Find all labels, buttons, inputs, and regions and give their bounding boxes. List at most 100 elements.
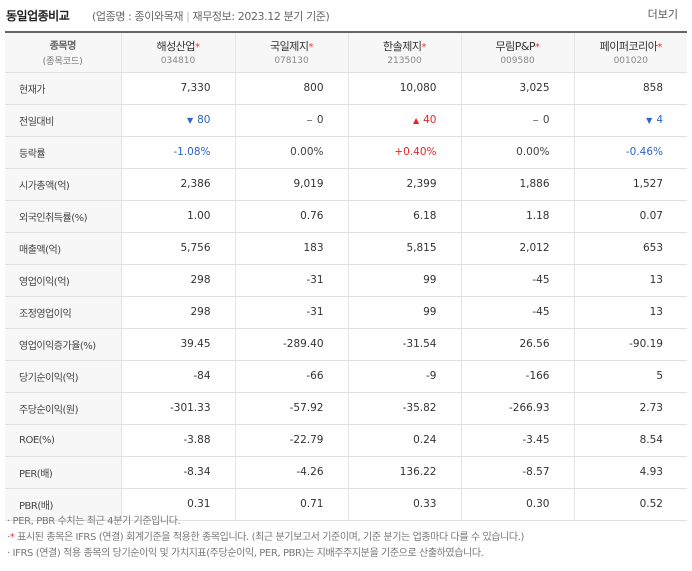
- company-name[interactable]: 해성산업*: [122, 38, 235, 54]
- row-label: 매출액(억): [5, 232, 122, 265]
- cell-value: 1,527: [632, 178, 663, 190]
- table-cell: 2,386: [121, 168, 236, 201]
- cell-value: 0.71: [300, 498, 324, 510]
- cell-value: 5,756: [180, 242, 211, 254]
- row-label: 전일대비: [5, 104, 122, 137]
- table-cell: -289.40: [235, 328, 349, 361]
- table-cell: 858: [574, 72, 687, 105]
- company-code: 078130: [274, 56, 309, 67]
- company-header[interactable]: 해성산업* 034810: [121, 31, 236, 73]
- cell-value: 2,386: [180, 178, 211, 190]
- footnote-text: · IFRS (연결) 적용 종목의 당기순이익 및 가치지표(주당순이익, P…: [7, 548, 484, 559]
- company-name[interactable]: 페이퍼코리아*: [575, 38, 688, 54]
- cell-value: -3.45: [522, 434, 550, 446]
- table-row: 조정영업이익 298 -31 99 -45 13: [5, 296, 687, 329]
- table-header-row: 종목명 (종목코드) 해성산업* 034810 국일제지* 078130 한솔제지* 21…: [5, 31, 688, 73]
- cell-value: -22.79: [289, 434, 324, 446]
- table-cell: -3.45: [461, 424, 575, 457]
- cell-value: 0.33: [413, 498, 437, 510]
- company-code: 034810: [160, 56, 196, 67]
- finance-label: 재무정보: 2023.12 분기 기준): [192, 10, 330, 23]
- cell-value: 39.45: [180, 338, 211, 350]
- table-cell: 0.71: [235, 488, 349, 521]
- cell-value: 0.52: [639, 498, 663, 510]
- cell-value: -0.46%: [625, 146, 663, 158]
- cell-value: -301.33: [169, 402, 211, 414]
- cell-value: 2,399: [406, 178, 437, 190]
- cell-value: 0: [542, 114, 550, 126]
- row-label: 영업이익증가율(%): [5, 328, 122, 361]
- table-cell: 183: [235, 232, 349, 265]
- table-cell: 7,330: [121, 72, 236, 105]
- table-row: PBR(배) 0.31 0.71 0.33 0.30 0.52: [5, 488, 687, 521]
- cell-value: -1.08%: [173, 146, 211, 158]
- table-cell: −0: [235, 104, 349, 137]
- table-cell: -166: [461, 360, 575, 393]
- table-cell: -8.34: [121, 456, 236, 489]
- table-cell: 13: [574, 296, 687, 329]
- down-arrow-icon: ▼: [186, 116, 194, 125]
- row-label: ROE(%): [5, 424, 122, 457]
- table-cell: -266.93: [461, 392, 575, 425]
- table-cell: 2.73: [574, 392, 687, 425]
- cell-value: -266.93: [508, 402, 550, 414]
- company-name-text: 무림P&P: [495, 40, 536, 54]
- cell-value: -57.92: [289, 402, 324, 414]
- table-cell: 5,815: [348, 232, 462, 265]
- table-cell: 10,080: [348, 72, 462, 105]
- divider: |: [186, 10, 190, 23]
- table-cell: -57.92: [235, 392, 349, 425]
- table-cell: 26.56: [461, 328, 575, 361]
- table-cell: -90.19: [574, 328, 687, 361]
- table-row: 당기순이익(억) -84 -66 -9 -166 5: [5, 360, 687, 393]
- company-name[interactable]: 한솔제지*: [349, 38, 461, 54]
- cell-value: -31: [306, 274, 324, 286]
- cell-value: 298: [190, 306, 211, 318]
- table-cell: 9,019: [235, 168, 349, 201]
- company-header[interactable]: 무림P&P* 009580: [461, 31, 575, 73]
- row-label: 주당순이익(원): [5, 392, 122, 425]
- table-row: PER(배) -8.34 -4.26 136.22 -8.57 4.93: [5, 456, 687, 489]
- cell-value: -31.54: [402, 338, 437, 350]
- cell-value: 298: [190, 274, 211, 286]
- cell-value: 40: [423, 114, 437, 126]
- down-arrow-icon: ▼: [646, 116, 653, 125]
- row-label: PBR(배): [5, 488, 122, 521]
- company-header[interactable]: 페이퍼코리아* 001020: [574, 31, 688, 73]
- row-label: 등락률: [5, 136, 122, 169]
- footnote-text: · PER, PBR 수치는 최근 4분기 기준입니다.: [7, 516, 181, 527]
- company-name[interactable]: 국일제지*: [236, 38, 348, 54]
- footnote-bullet: ·: [7, 532, 10, 543]
- row-label: 시가총액(억): [5, 168, 122, 201]
- more-link[interactable]: 더보기: [647, 8, 678, 21]
- table-body: 현재가 7,330 800 10,080 3,025 858 전일대비 ▼ 80−0 ▲ 40−0 ▼…: [5, 72, 687, 521]
- company-name-text: 국일제지: [270, 40, 309, 54]
- table-cell: 1.00: [121, 200, 236, 233]
- cell-value: 13: [649, 306, 663, 318]
- footnote: ·* 표시된 종목은 IFRS (연결) 회계기준을 적용한 종목입니다. (최…: [7, 530, 524, 546]
- section-title: 동일업종비교: [6, 9, 70, 23]
- company-name[interactable]: 무림P&P*: [462, 38, 574, 54]
- company-header[interactable]: 국일제지* 078130: [235, 31, 349, 73]
- table-row: ROE(%) -3.88 -22.79 0.24 -3.45 8.54: [5, 424, 687, 457]
- table-cell: 0.00%: [461, 136, 575, 169]
- table-cell: 0.31: [121, 488, 236, 521]
- company-name-text: 해성산업: [156, 40, 196, 54]
- table-cell: −0: [461, 104, 575, 137]
- ifrs-star-mark: *: [194, 42, 200, 54]
- row-label: 조정영업이익: [5, 296, 122, 329]
- cell-value: 99: [423, 306, 437, 318]
- table-cell: 4.93: [574, 456, 687, 489]
- table-cell: ▼ 80: [121, 104, 236, 137]
- table-cell: 5,756: [121, 232, 236, 265]
- cell-value: -166: [525, 370, 550, 382]
- cell-value: 80: [197, 114, 211, 126]
- table-cell: -3.88: [121, 424, 236, 457]
- cell-value: -45: [532, 306, 550, 318]
- company-header[interactable]: 한솔제지* 213500: [348, 31, 462, 73]
- table-cell: 39.45: [121, 328, 236, 361]
- cell-value: 13: [649, 274, 663, 286]
- cell-value: 0: [316, 114, 324, 126]
- table-cell: +0.40%: [348, 136, 462, 169]
- cell-value: 4: [656, 114, 663, 126]
